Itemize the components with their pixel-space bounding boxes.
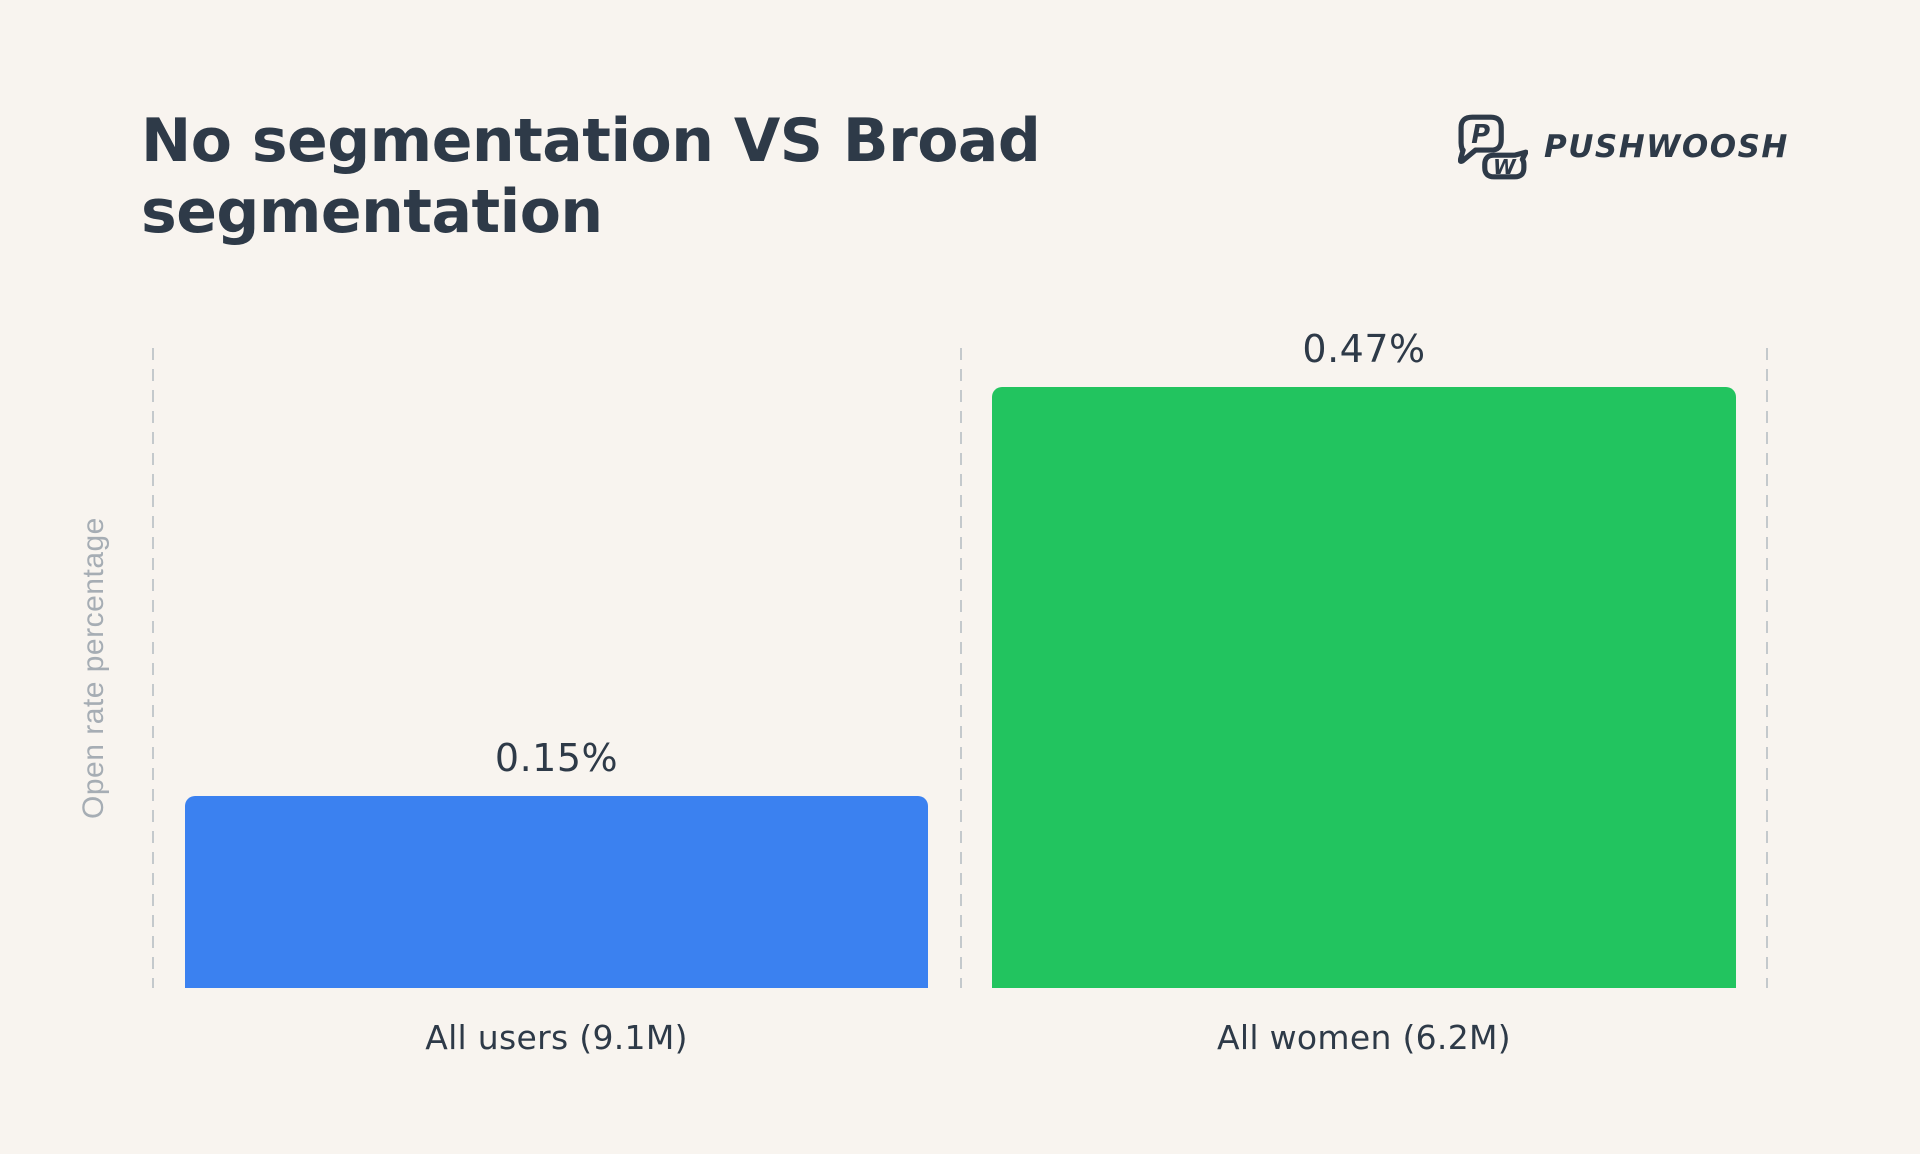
x-axis-category-label: All women (6.2M) — [1217, 1018, 1511, 1057]
bar-value-label: 0.15% — [494, 736, 619, 780]
pushwoosh-logo: P W PUSHWOOSH — [1458, 114, 1789, 180]
y-axis-label: Open rate percentage — [77, 517, 110, 819]
x-axis-category-label: All users (9.1M) — [425, 1018, 688, 1057]
page-title-line-2: segmentation — [141, 177, 603, 247]
pushwoosh-wordmark: PUSHWOOSH — [1544, 129, 1789, 165]
svg-text:P: P — [1471, 120, 1490, 150]
bar-group-all-users: 0.15% — [185, 736, 928, 988]
bar-value-label: 0.47% — [1302, 327, 1426, 371]
bar — [185, 796, 928, 988]
svg-text:W: W — [1493, 155, 1517, 179]
dashed-gridline-right — [1766, 348, 1768, 988]
page-title: No segmentation VS Broad segmentation — [141, 106, 1041, 248]
pushwoosh-speech-bubbles-icon: P W — [1458, 114, 1528, 180]
dashed-gridline-middle — [960, 348, 962, 988]
bar — [992, 387, 1736, 988]
dashed-gridline-left — [152, 348, 154, 988]
page-title-line-1: No segmentation VS Broad — [141, 106, 1041, 176]
bar-group-all-women: 0.47% — [992, 327, 1736, 988]
